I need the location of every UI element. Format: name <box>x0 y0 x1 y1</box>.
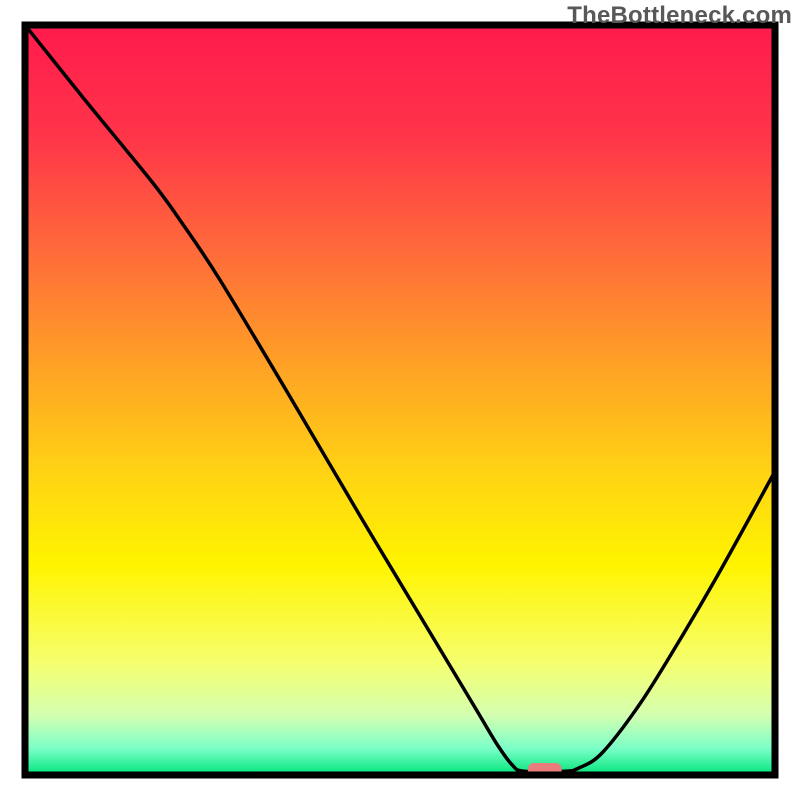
bottleneck-chart <box>0 0 800 800</box>
chart-wrapper: TheBottleneck.com <box>0 0 800 800</box>
plot-area <box>25 25 775 777</box>
gradient-background <box>25 25 775 775</box>
watermark-text: TheBottleneck.com <box>567 2 792 30</box>
